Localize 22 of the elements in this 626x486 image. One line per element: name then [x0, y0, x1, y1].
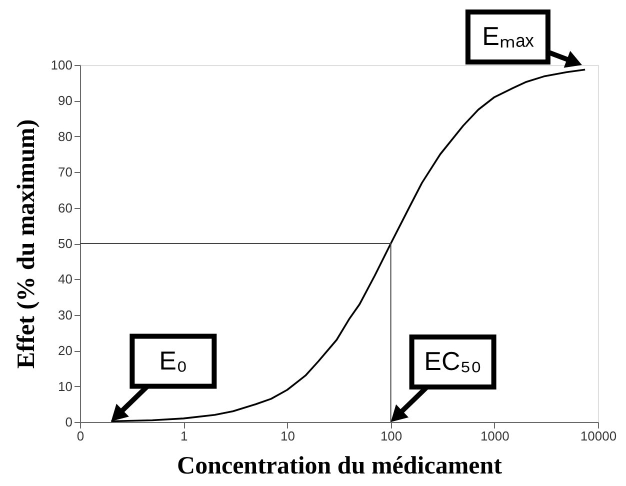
- y-tick-label: 40: [58, 272, 72, 287]
- y-tick-label: 20: [58, 343, 72, 358]
- y-tick-label: 80: [58, 128, 72, 144]
- y-tick-label: 10: [58, 378, 72, 394]
- y-tick-label: 100: [50, 58, 72, 72]
- y-tick-label: 60: [58, 200, 72, 216]
- y-axis-title: Effet (% du maximum): [12, 119, 40, 369]
- annotation: Eₘₐₓ: [482, 21, 534, 51]
- x-tick-label: 0: [76, 428, 84, 444]
- y-tick-label: 90: [58, 93, 72, 108]
- y-tick-label: 50: [58, 236, 72, 251]
- x-tick-label: 10000: [580, 428, 617, 444]
- y-tick-label: 0: [65, 414, 72, 430]
- x-tick-label: 100: [380, 428, 402, 444]
- x-tick-label: 1000: [480, 428, 510, 444]
- y-tick-label: 30: [58, 307, 72, 322]
- x-tick-label: 1: [180, 428, 188, 444]
- x-tick-label: 10: [280, 428, 295, 444]
- annotation: E₀: [159, 345, 188, 376]
- y-tick-label: 70: [58, 164, 72, 180]
- annotation: EC₅₀: [424, 346, 482, 376]
- x-axis-title: Concentration du médicament: [177, 452, 503, 480]
